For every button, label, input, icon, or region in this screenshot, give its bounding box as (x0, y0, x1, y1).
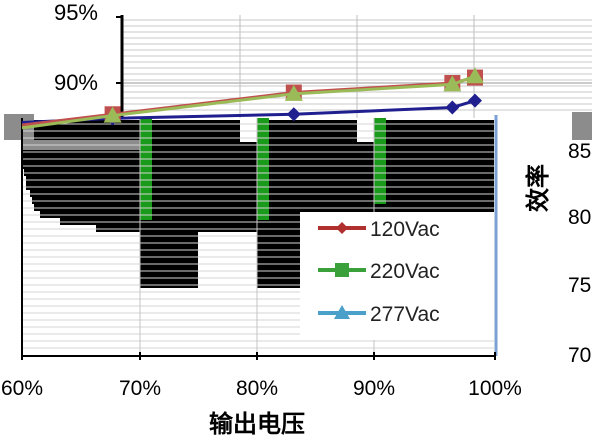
x-tick-label: 90% (353, 377, 395, 400)
marker-120Vac (468, 93, 482, 108)
tick-labels: 60% 70% 80% 90% 100% 95% 90% 85 80 75 70 (1, 0, 591, 400)
legend-marker (334, 305, 350, 319)
legend-label: 120Vac (370, 218, 440, 241)
legend-marker (335, 263, 349, 277)
marker-277Vac (284, 84, 303, 101)
y-axis-label: 效率 (524, 164, 552, 212)
y-tick-label-right: 80 (568, 206, 591, 229)
green-bar (140, 118, 152, 220)
green-bar (374, 118, 386, 204)
glitch-artifacts (4, 112, 592, 356)
top-plot-grid (122, 15, 592, 118)
series-lines (21, 67, 484, 130)
marker-277Vac (466, 67, 484, 84)
grey-block (572, 112, 592, 140)
x-axis-label: 输出电压 (209, 410, 305, 438)
legend-label: 220Vac (370, 260, 440, 283)
marker-277Vac (443, 75, 462, 92)
legend-label: 277Vac (370, 303, 440, 326)
x-tick-label: 80% (236, 377, 278, 400)
black-band (300, 120, 494, 215)
y-tick-label-left: 95% (54, 0, 98, 25)
legend-marker (336, 222, 348, 234)
x-tick-label: 70% (119, 377, 161, 400)
chart-legend: 120Vac 220Vac 277Vac (300, 212, 494, 340)
green-bar (257, 118, 269, 220)
y-tick-label-right: 75 (568, 274, 591, 297)
legend-box (300, 212, 494, 340)
axes (21, 15, 496, 360)
marker-277Vac (103, 106, 122, 123)
y-tick-label-right: 70 (568, 344, 591, 367)
x-tick-label: 60% (1, 377, 43, 400)
x-tick-label: 100% (468, 377, 522, 400)
y-tick-label-left: 90% (54, 70, 98, 95)
marker-120Vac (445, 100, 460, 115)
marker-120Vac (286, 107, 301, 122)
y-tick-label-right: 85 (568, 140, 591, 163)
